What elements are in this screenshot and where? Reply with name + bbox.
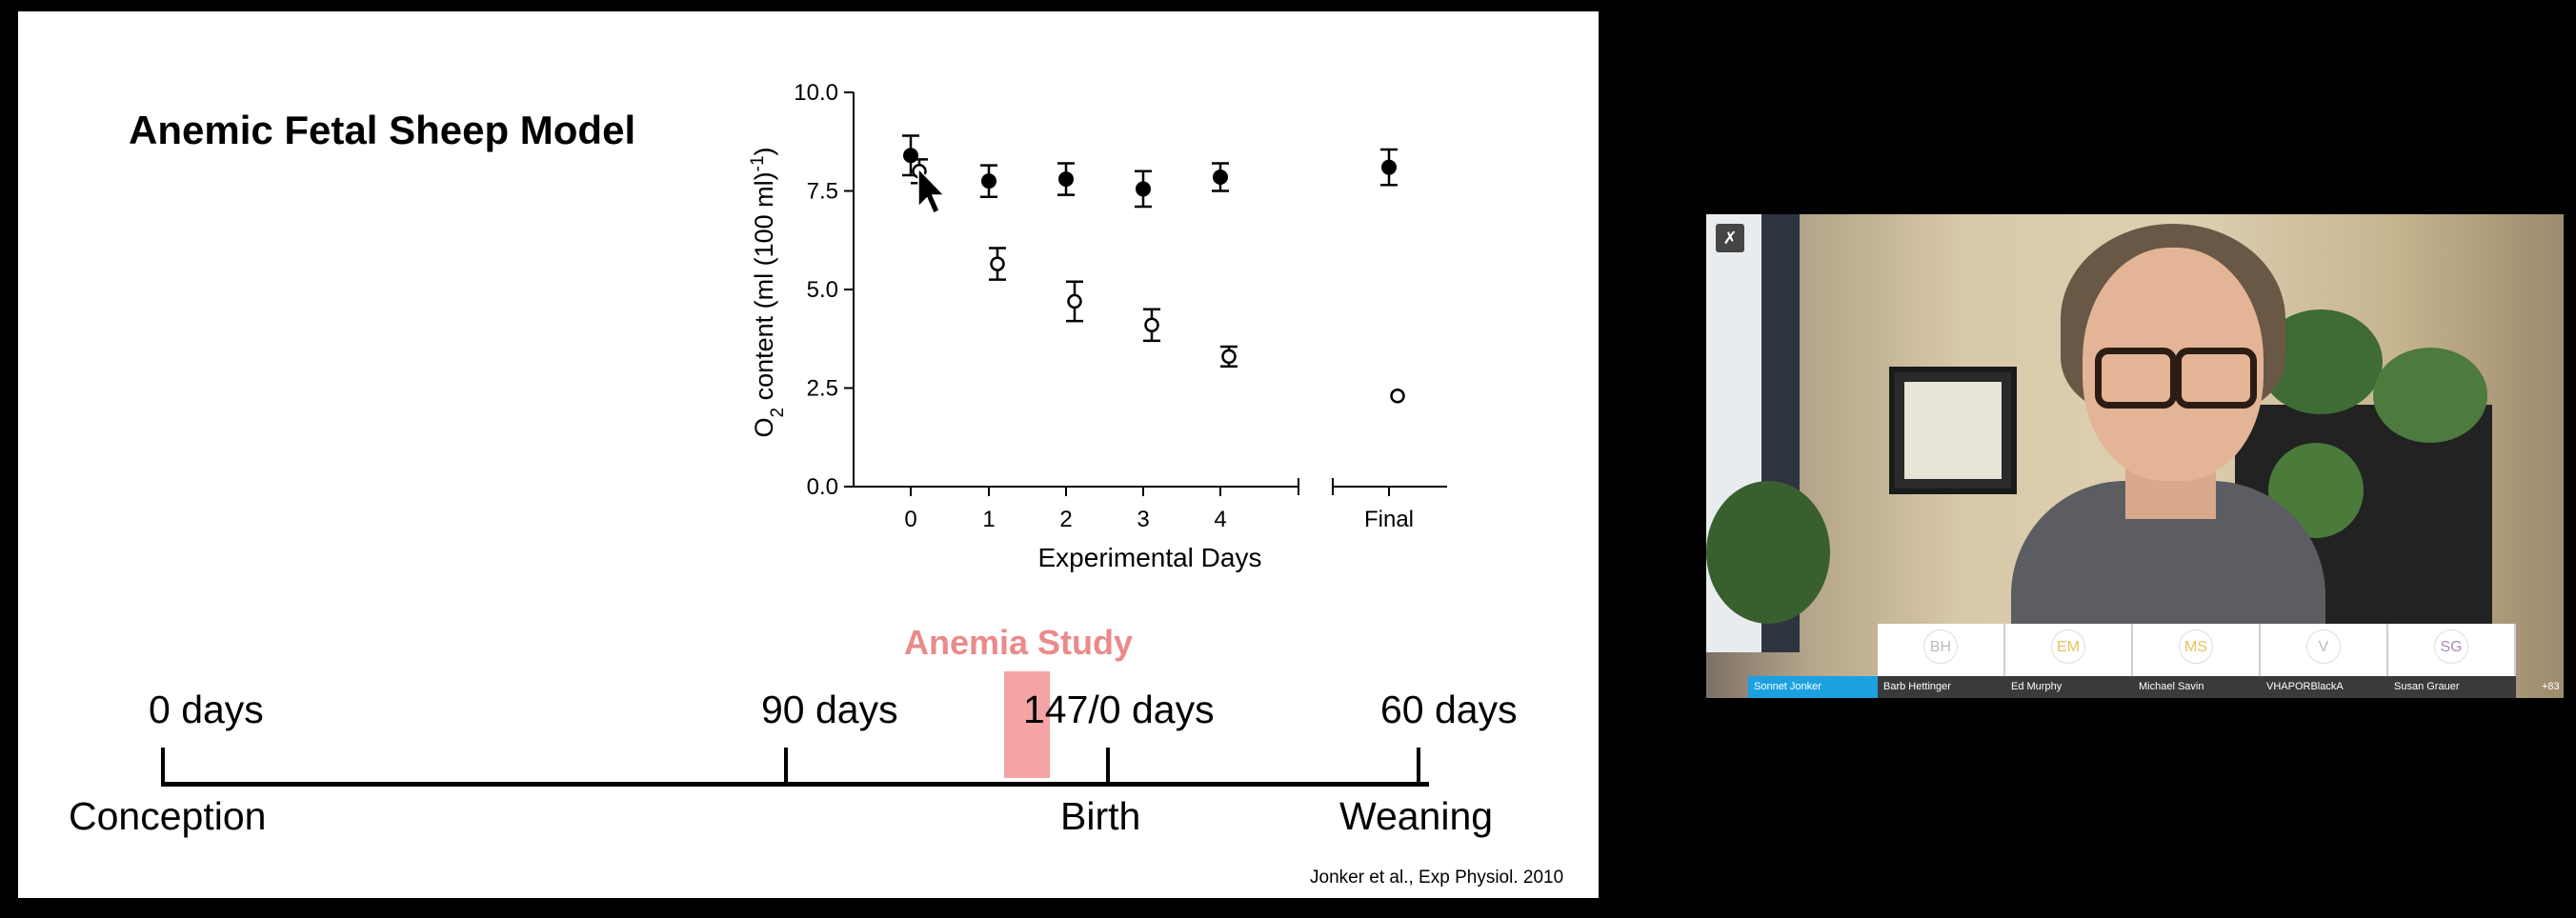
timeline-axis xyxy=(161,782,1429,787)
o2-content-chart: 0.0 2.5 5.0 7.5 10.0 0 1 2 3 4 Final Experimental D… xyxy=(748,80,1447,572)
plant xyxy=(2373,348,2487,443)
participant-tile[interactable]: BH xyxy=(1878,624,2005,676)
plant xyxy=(1706,481,1830,624)
participant-initials: SG xyxy=(2434,629,2468,664)
participant-tile[interactable]: EM xyxy=(2005,624,2133,676)
timeline-tick-90-days xyxy=(784,748,788,786)
y-tick-label: 0.0 xyxy=(807,474,838,500)
wall-painting xyxy=(1889,367,2017,494)
participant-tile[interactable]: MS xyxy=(2133,624,2261,676)
participant-tile[interactable]: V xyxy=(2261,624,2388,676)
presentation-slide: Anemic Fetal Sheep Model 0.0 2.5 5.0 7.5 10.… xyxy=(18,11,1599,898)
data-point-open xyxy=(1144,317,1159,333)
y-tick-label: 5.0 xyxy=(807,277,838,303)
x-tick-label: 3 xyxy=(1137,507,1149,532)
data-point-open xyxy=(990,256,1005,271)
timeline-tick-conception xyxy=(161,748,165,786)
data-point-filled xyxy=(981,173,996,190)
data-point-open xyxy=(1390,389,1405,404)
participant-initials: BH xyxy=(1923,629,1958,664)
x-tick-label: 2 xyxy=(1059,507,1072,532)
timeline-label-147-days: 147/0 days xyxy=(1023,688,1215,731)
data-point-filled xyxy=(1136,181,1151,197)
y-tick-label: 7.5 xyxy=(807,179,838,205)
anemia-study-label: Anemia Study xyxy=(904,623,1134,662)
y-tick-label: 10.0 xyxy=(794,80,838,106)
x-tick-label: Final xyxy=(1364,507,1414,532)
timeline-tick-weaning xyxy=(1417,748,1420,786)
slide-title: Anemic Fetal Sheep Model xyxy=(129,108,636,152)
glasses-left-lens xyxy=(2095,348,2177,409)
mic-off-icon[interactable]: ✗ xyxy=(1716,224,1744,252)
timeline-label-0-days: 0 days xyxy=(149,688,264,731)
data-point-filled xyxy=(1058,171,1074,188)
timeline-tick-birth xyxy=(1106,748,1110,786)
mouse-cursor-icon xyxy=(917,167,946,215)
timeline-label-90-days: 90 days xyxy=(761,688,898,731)
participant-tile[interactable]: SG xyxy=(2388,624,2516,676)
participant-name: Barb Hettinger xyxy=(1878,676,2005,698)
participant-initials: V xyxy=(2306,629,2341,664)
data-point-filled xyxy=(1213,170,1228,186)
x-axis-label: Experimental Days xyxy=(1038,543,1262,572)
x-tick-label: 4 xyxy=(1214,507,1226,532)
y-axis-label: O2 content (ml (100 ml)-1) xyxy=(748,147,788,437)
participant-initials: MS xyxy=(2179,629,2213,664)
x-tick-label: 0 xyxy=(904,507,916,532)
participant-name: Michael Savin xyxy=(2133,676,2261,698)
anemia-study-period-bar xyxy=(1004,671,1050,778)
data-point-filled xyxy=(1381,159,1397,175)
more-participants-count[interactable]: +83 xyxy=(2542,681,2560,692)
citation: Jonker et al., Exp Physiol. 2010 xyxy=(1310,868,1564,888)
timeline-label-weaning: Weaning xyxy=(1339,794,1494,838)
participant-strip: Sonnet Jonker BH Barb Hettinger EM Ed Mu… xyxy=(1706,624,2564,698)
data-point-filled xyxy=(903,148,918,164)
y-tick-label: 2.5 xyxy=(807,376,838,402)
participant-name-speaker: Sonnet Jonker xyxy=(1748,676,1878,698)
speaker-video-tile[interactable]: ✗ xyxy=(1706,214,2564,698)
data-point-open xyxy=(1067,293,1082,309)
x-tick-label: 1 xyxy=(982,507,995,532)
participant-name: Susan Grauer xyxy=(2388,676,2516,698)
participant-name: VHAPORBlackA xyxy=(2261,676,2388,698)
timeline-label-birth: Birth xyxy=(1060,794,1141,838)
timeline-label-60-days: 60 days xyxy=(1380,688,1518,731)
timeline-label-conception: Conception xyxy=(69,794,267,838)
participant-initials: EM xyxy=(2051,629,2085,664)
data-point-open xyxy=(1221,349,1237,365)
participant-name: Ed Murphy xyxy=(2005,676,2133,698)
glasses-right-lens xyxy=(2175,348,2257,409)
